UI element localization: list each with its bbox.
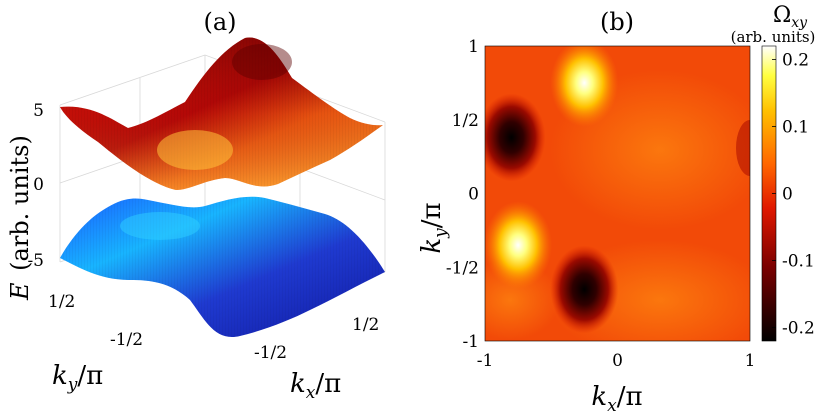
curvature-trough <box>485 93 546 182</box>
x-tick-label: 1 <box>745 351 756 371</box>
ky-tick-label: -1/2 <box>110 330 143 350</box>
x-tick-label: -1 <box>477 351 494 371</box>
y-tick-label: -1 <box>462 332 479 352</box>
colorbar-tick-label: 0.2 <box>782 50 809 70</box>
panel-label-a: (a) <box>203 8 236 36</box>
panel-label-b: (b) <box>600 8 634 36</box>
svg-text:ky/π: ky/π <box>417 202 451 253</box>
ky-tick-label: 1/2 <box>48 292 75 312</box>
colorbar-tick-label: 0 <box>782 185 793 205</box>
svg-text:E (arb. units): E (arb. units) <box>6 135 34 301</box>
colorbar-ticks: 0.2 0.1 0 -0.1 -0.2 <box>772 50 815 339</box>
z-label-unit: (arb. units) <box>6 135 34 271</box>
heatmap-area <box>485 46 750 341</box>
z-ticks: 5 0 -5 <box>27 101 44 271</box>
lower-band-mesh <box>60 196 385 338</box>
z-tick-label: 0 <box>33 175 44 195</box>
panel-a: (a) 5 0 -5 <box>6 8 386 403</box>
y-ticks: 1 1/2 0 -1/2 -1 <box>446 37 479 352</box>
ky-axis-label: ky/π <box>52 361 103 395</box>
curvature-peak <box>550 46 619 127</box>
y-tick-label: -1/2 <box>446 258 479 278</box>
feature-layer <box>485 46 619 334</box>
x-ticks: -1 0 1 <box>477 351 756 371</box>
x-tick-label: 0 <box>612 351 623 371</box>
y-tick-label: 1 <box>468 37 479 57</box>
y-tick-label: 0 <box>468 185 479 205</box>
z-tick-label: -5 <box>27 251 44 271</box>
colorbar-unit: (arb. units) <box>731 28 816 46</box>
z-tick-label: 5 <box>33 101 44 121</box>
colorbar-tick-label: 0.1 <box>782 117 809 137</box>
kx-ticks: -1/2 1/2 <box>254 315 379 363</box>
surface-plot: (a) 5 0 -5 <box>6 8 386 403</box>
y-axis-label: ky/π <box>417 202 451 253</box>
upper-band-peak-shadow <box>232 44 292 80</box>
colorbar-tick-label: -0.2 <box>782 319 815 339</box>
curvature-peak <box>485 201 553 290</box>
upper-band-mesh <box>60 37 383 190</box>
curvature-trough <box>550 245 619 334</box>
heatmap-plot: (b) 1 1/2 0 -1/2 -1 -1 0 1 ky/π kx/π 0.2 0.1 0 -0… <box>417 3 816 416</box>
lower-band-highlight <box>120 212 200 240</box>
colorbar-tick-label: -0.1 <box>782 252 815 272</box>
kx-axis-label: kx/π <box>290 369 341 403</box>
panel-b: (b) 1 1/2 0 -1/2 -1 -1 0 1 ky/π kx/π 0.2 0.1 0 -0… <box>410 0 830 416</box>
kx-tick-label: -1/2 <box>254 343 287 363</box>
colorbar-title: Ωxy <box>773 3 808 31</box>
upper-band-highlight <box>157 130 233 170</box>
ky-ticks: 1/2 -1/2 <box>48 292 143 350</box>
kx-tick-label: 1/2 <box>352 315 379 335</box>
x-axis-label: kx/π <box>591 382 642 416</box>
z-axis-label: E (arb. units) <box>6 135 34 301</box>
z-label-symbol: E <box>6 282 34 301</box>
y-tick-label: 1/2 <box>452 111 479 131</box>
